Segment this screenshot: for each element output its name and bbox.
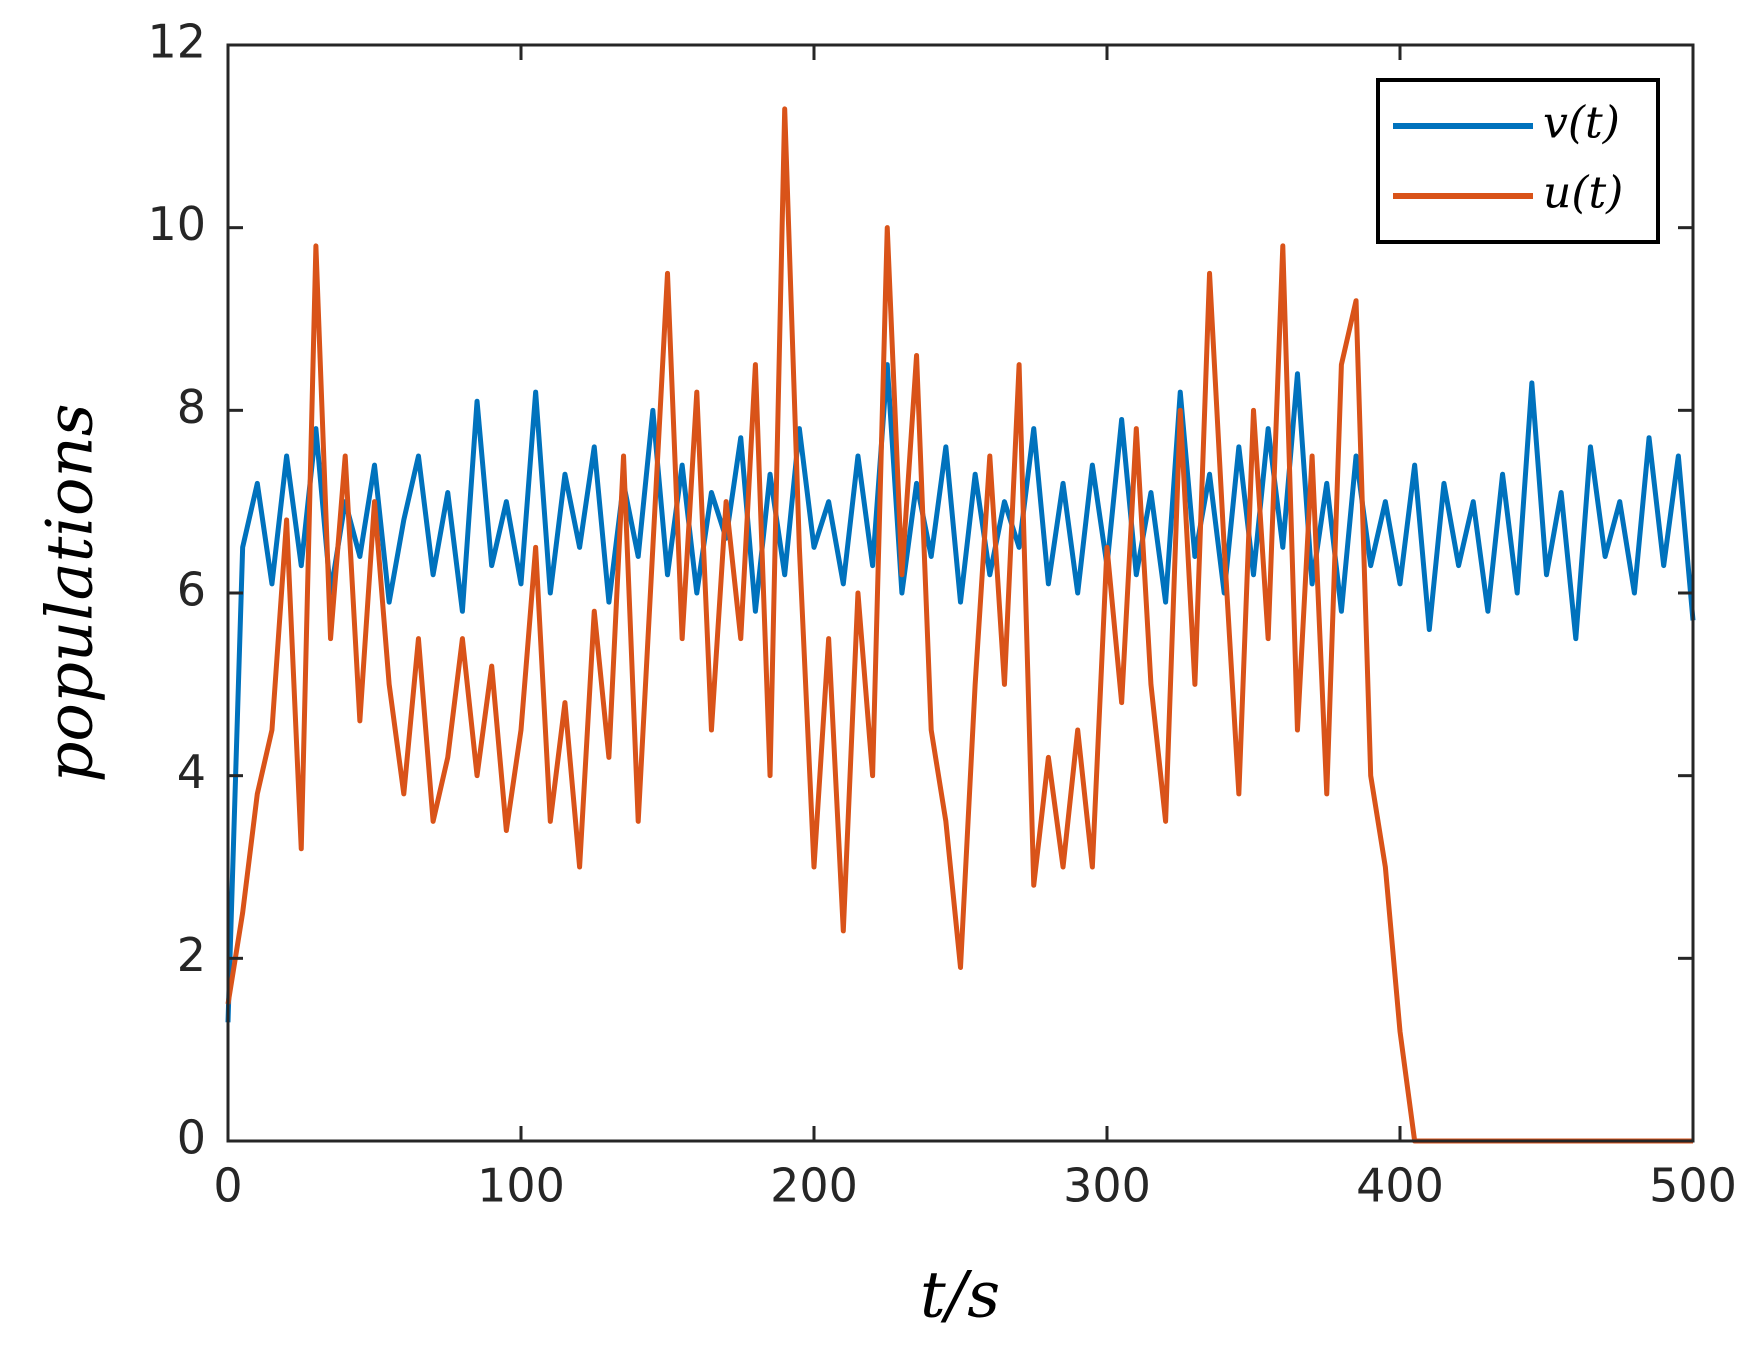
x-tick-label: 400 bbox=[1356, 1159, 1444, 1213]
y-tick-label: 10 bbox=[147, 197, 206, 251]
x-axis-label: t/s bbox=[920, 1259, 1000, 1333]
y-axis-label: populations bbox=[34, 403, 108, 782]
y-tick-label: 8 bbox=[177, 380, 206, 434]
x-tick-label: 500 bbox=[1649, 1159, 1737, 1213]
legend-label: u(t) bbox=[1543, 168, 1623, 219]
x-tick-label: 0 bbox=[213, 1159, 242, 1213]
y-tick-label: 2 bbox=[177, 928, 206, 982]
x-tick-label: 200 bbox=[770, 1159, 858, 1213]
y-tick-label: 6 bbox=[177, 563, 206, 617]
legend-label: v(t) bbox=[1543, 98, 1620, 149]
y-tick-label: 0 bbox=[177, 1111, 206, 1165]
series-line bbox=[225, 106, 1693, 1144]
y-tick-label: 4 bbox=[177, 745, 206, 799]
y-tick-label: 12 bbox=[147, 15, 206, 69]
series-line bbox=[225, 362, 1696, 1023]
legend-box bbox=[1376, 78, 1660, 244]
x-tick-label: 300 bbox=[1063, 1159, 1151, 1213]
x-tick-label: 100 bbox=[477, 1159, 565, 1213]
